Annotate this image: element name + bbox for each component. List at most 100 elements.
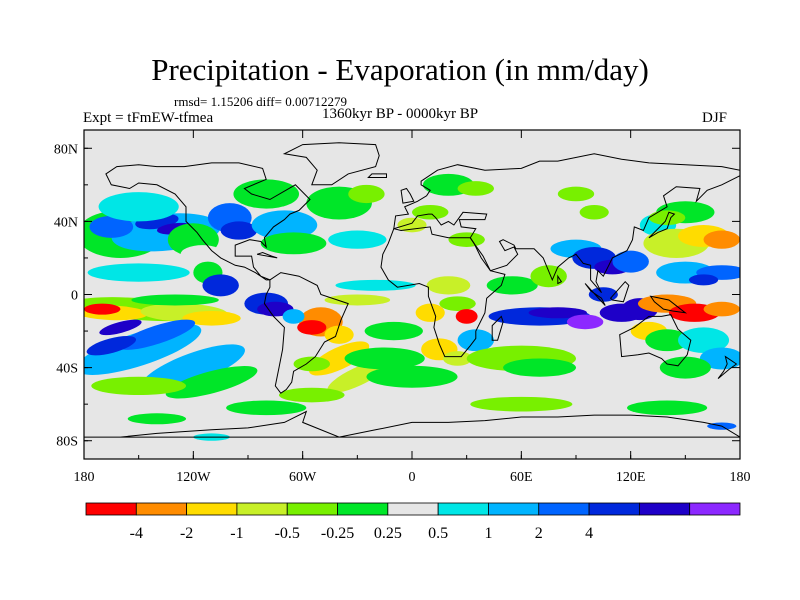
pe-anomaly-patch [98,192,179,222]
pe-anomaly-patch [118,319,196,350]
uk-coastline [400,187,415,204]
pe-anomaly-patch [415,303,445,322]
pe-anomaly-patch [448,232,485,247]
colorbar-label: -4 [130,525,143,542]
colorbar-label: -2 [180,525,193,542]
pe-anomaly-patch [202,274,239,297]
south-america-coastline [263,272,349,394]
pe-anomaly-patch [688,274,719,286]
pe-anomaly-patch [293,356,330,372]
lat-tick-label: 80S [56,435,78,450]
colorbar-swatch [638,502,691,516]
pe-anomaly-patch [528,307,587,319]
pe-anomaly-patch [99,319,142,336]
pe-anomaly-patch [324,294,391,306]
pe-anomaly-patch [182,310,241,326]
pe-anomaly-patch [165,366,258,399]
pe-anomaly-patch [412,204,449,220]
colorbar-swatch [236,502,288,516]
colorbar-swatch [85,502,137,516]
australia-coastline [619,314,692,367]
new-guinea-coastline [649,295,688,314]
rmsd-diff-stats: rmsd= 1.15206 diff= 0.00712279 [174,94,347,109]
plot-title: Precipitation - Evaporation (in mm/day) [151,52,649,87]
colorbar-swatch [437,502,489,516]
sumatra-coastline [584,283,606,306]
pe-anomaly-patch [470,396,573,412]
japan-coastline [648,211,676,239]
colorbar-swatch [488,502,540,516]
pe-anomaly-patch [557,186,595,202]
pe-anomaly-patch [627,400,708,416]
pe-anomaly-patch [89,215,134,238]
antarctica-coastline [84,410,740,438]
pe-anomaly-patch [91,376,187,396]
season-label: DJF [702,110,728,126]
pe-anomaly-patch [282,309,305,324]
pe-anomaly-patch [457,181,494,196]
colorbar-swatch [588,502,640,516]
colorbar-swatch [286,502,338,516]
pe-anomaly-patch [678,327,730,353]
time-period-label: 1360kyr BP - 0000kyr BP [322,106,479,122]
colorbar-label: -1 [230,525,243,542]
pe-anomaly-patch [348,184,385,204]
colorbar-swatch [387,502,439,516]
pe-anomaly-patch [455,309,478,324]
eurasia-coastline [393,153,740,294]
lon-tick-label: 120W [176,470,211,485]
pe-anomaly-patch [251,210,318,240]
pe-anomaly-patch [645,329,689,352]
pe-anomaly-patch [278,387,345,403]
colorbar-label: -0.5 [275,525,300,542]
pe-anomaly-patch [328,230,387,249]
lon-tick-label: 120E [616,470,646,485]
new-zealand-coastline [717,355,738,379]
colorbar-swatch [538,502,590,516]
colorbar-label: 0.5 [428,525,448,542]
pe-anomaly-patch [366,365,458,388]
lat-tick-label: 0 [71,289,78,304]
pe-anomaly-patch [503,358,576,377]
pe-anomaly-patch [699,347,740,370]
lon-tick-label: 180 [730,470,751,485]
pe-anomaly-patch [457,329,494,352]
lon-tick-label: 60E [510,470,533,485]
pe-anomaly-patch [260,232,327,255]
pe-anomaly-patch [127,413,187,425]
cuba-coastline [256,251,278,259]
lon-tick-label: 60W [289,470,317,485]
pe-anomaly-patch [659,356,711,379]
pe-anomaly-patch [703,230,740,249]
pe-anomaly-patch [364,321,423,341]
colorbar-swatch [186,502,238,516]
pe-anomaly-patch [579,204,609,220]
sri-lanka-coastline [557,274,563,285]
colorbar-swatch [135,502,188,516]
lat-tick-label: 40N [54,215,78,230]
map-background [84,130,740,459]
pe-anomaly-patch [335,279,416,291]
iceland-coastline [367,173,387,178]
colorbar-label: 0.25 [374,525,402,542]
colorbar-label: 4 [585,525,593,542]
pe-anomaly-patch [297,320,327,335]
pe-anomaly-patch [131,294,219,306]
lon-tick-label: 0 [409,470,416,485]
colorbar: -4 -2 -1 -0.5 -0.25 0.25 0.5 1 2 4 [85,502,741,542]
pe-anomaly-patch [530,265,567,288]
pe-anomaly-patch [233,179,300,209]
coastline-layer [84,142,740,438]
experiment-label: Expt = tFmEW-tfmea [83,110,214,126]
lat-tick-label: 40S [56,362,78,377]
pe-anomaly-patch [426,276,471,295]
pe-anomaly-patch [566,314,604,330]
madagascar-coastline [491,315,504,341]
pe-anomaly-patch [220,221,258,240]
colorbar-swatch [689,502,741,516]
pe-anomaly-patch [439,296,476,311]
greenland-coastline [282,142,380,186]
pe-anomaly-patch [486,276,538,295]
colorbar-label: -0.25 [321,525,354,542]
